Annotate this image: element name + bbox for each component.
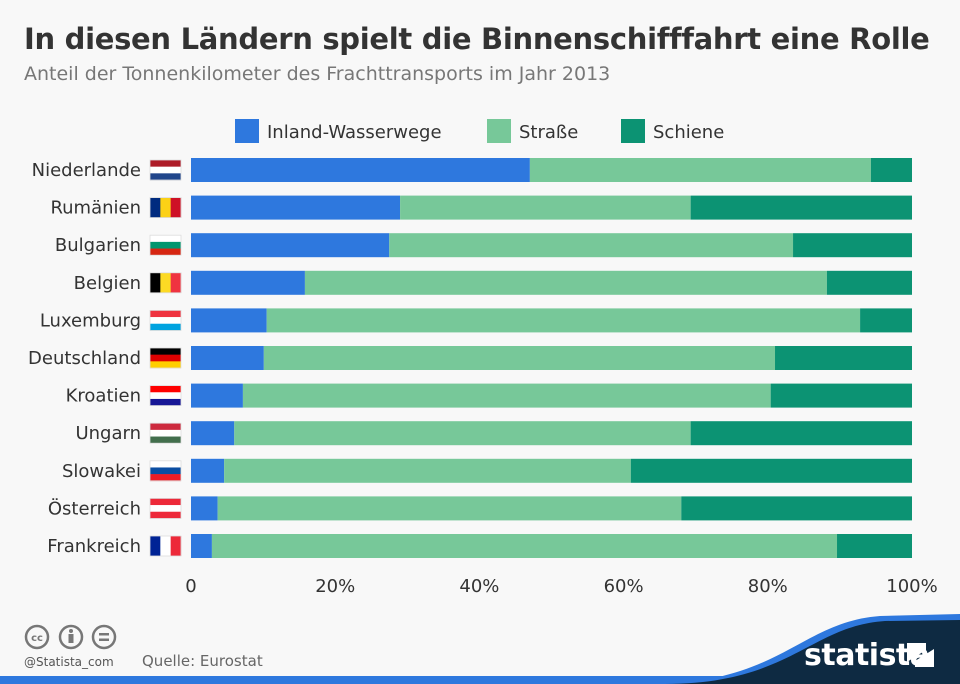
bar-segment-2 — [690, 195, 912, 220]
legend-label: Straße — [519, 122, 578, 143]
legend-swatch — [621, 119, 645, 143]
category-label: Deutschland — [28, 348, 141, 369]
bar-segment-2 — [793, 233, 912, 258]
bar-segment-1 — [266, 308, 861, 333]
bar-segment-0 — [191, 308, 267, 333]
footer-handle[interactable]: @Statista_com — [24, 655, 114, 669]
bar-row: Frankreich — [47, 534, 912, 558]
flag-icon — [149, 535, 182, 557]
category-label: Belgien — [74, 273, 141, 294]
bar-segment-2 — [826, 270, 912, 295]
flag-icon — [149, 460, 182, 482]
bar-segment-1 — [529, 158, 871, 182]
x-axis: 0 20% 40% 60% 80% 100% — [185, 576, 937, 597]
flag-icon — [149, 497, 182, 519]
x-tick-label: 100% — [886, 576, 937, 597]
bar-segment-2 — [681, 496, 912, 521]
bar-row: Belgien — [74, 270, 912, 295]
flag-icon — [149, 234, 182, 256]
category-label: Ungarn — [75, 423, 141, 444]
legend: Inland-Wasserwege Straße Schiene — [235, 119, 724, 143]
flag-icon — [149, 309, 182, 331]
bar-row: Slowakei — [62, 458, 912, 483]
bar-row: Niederlande — [32, 158, 912, 182]
no-derivatives-icon — [91, 624, 117, 650]
bar-segment-0 — [191, 458, 225, 483]
bar-segment-0 — [191, 496, 218, 521]
footer-wave — [0, 614, 960, 684]
bar-segment-2 — [775, 346, 912, 370]
bar-segment-2 — [690, 421, 912, 446]
category-label: Luxemburg — [40, 310, 141, 331]
flag-icon — [149, 422, 182, 444]
legend-item: Straße — [487, 119, 578, 143]
category-label: Bulgarien — [55, 235, 141, 256]
statista-brand[interactable]: statista — [804, 638, 930, 673]
bar-row: Luxemburg — [40, 308, 912, 333]
bar-segment-2 — [837, 534, 912, 558]
bar-segment-0 — [191, 195, 401, 220]
category-label: Slowakei — [62, 461, 141, 482]
bar-segment-1 — [242, 383, 771, 408]
bar-segment-0 — [191, 158, 530, 182]
bar-segment-2 — [860, 308, 912, 333]
flag-icon — [149, 197, 182, 219]
svg-text:cc: cc — [31, 633, 43, 644]
bar-row: Kroatien — [66, 383, 912, 408]
bar-segment-0 — [191, 421, 235, 446]
bars: Niederlande Rumänien Bulgarien Belgien Luxem… — [28, 158, 912, 558]
bar-segment-1 — [304, 270, 827, 295]
bar-segment-2 — [870, 158, 912, 182]
bar-segment-1 — [211, 534, 838, 558]
bar-segment-1 — [263, 346, 776, 370]
attribution-icon — [58, 624, 84, 650]
bar-row: Österreich — [48, 496, 912, 521]
license-icons: cc — [24, 624, 117, 650]
bar-segment-0 — [191, 346, 264, 370]
bar-segment-1 — [217, 496, 682, 521]
chart-subtitle: Anteil der Tonnenkilometer des Frachttra… — [24, 63, 611, 85]
bar-row: Rumänien — [50, 195, 912, 220]
legend-label: Schiene — [653, 122, 724, 143]
category-label: Kroatien — [66, 386, 141, 407]
category-label: Niederlande — [32, 160, 141, 181]
x-tick-label: 80% — [748, 576, 788, 597]
bar-segment-0 — [191, 270, 305, 295]
cc-icon: cc — [24, 624, 50, 650]
x-tick-label: 40% — [459, 576, 499, 597]
flag-icon — [149, 159, 182, 181]
statista-logo-icon — [907, 643, 934, 667]
legend-item: Schiene — [621, 119, 724, 143]
x-tick-label: 0 — [185, 576, 196, 597]
bar-segment-2 — [630, 458, 912, 483]
bar-segment-1 — [234, 421, 691, 446]
category-label: Rumänien — [50, 198, 141, 219]
bar-row: Bulgarien — [55, 233, 912, 258]
legend-swatch — [235, 119, 259, 143]
legend-item: Inland-Wasserwege — [235, 119, 442, 143]
bar-segment-0 — [191, 383, 243, 408]
bar-segment-1 — [224, 458, 631, 483]
bar-segment-2 — [770, 383, 912, 408]
chart-title: In diesen Ländern spielt die Binnenschif… — [24, 22, 930, 56]
flag-icon — [149, 272, 182, 294]
bar-segment-0 — [191, 233, 390, 258]
footer-source: Quelle: Eurostat — [142, 652, 263, 670]
legend-swatch — [487, 119, 511, 143]
category-label: Frankreich — [47, 536, 141, 557]
legend-label: Inland-Wasserwege — [267, 122, 442, 143]
bar-segment-0 — [191, 534, 212, 558]
x-tick-label: 60% — [604, 576, 644, 597]
flag-icon — [149, 385, 182, 407]
bar-row: Ungarn — [75, 421, 912, 446]
bar-segment-1 — [389, 233, 794, 258]
bar-row: Deutschland — [28, 346, 912, 370]
flag-icon — [149, 347, 182, 369]
x-tick-label: 20% — [315, 576, 355, 597]
category-label: Österreich — [48, 497, 141, 519]
bar-segment-1 — [400, 195, 691, 220]
